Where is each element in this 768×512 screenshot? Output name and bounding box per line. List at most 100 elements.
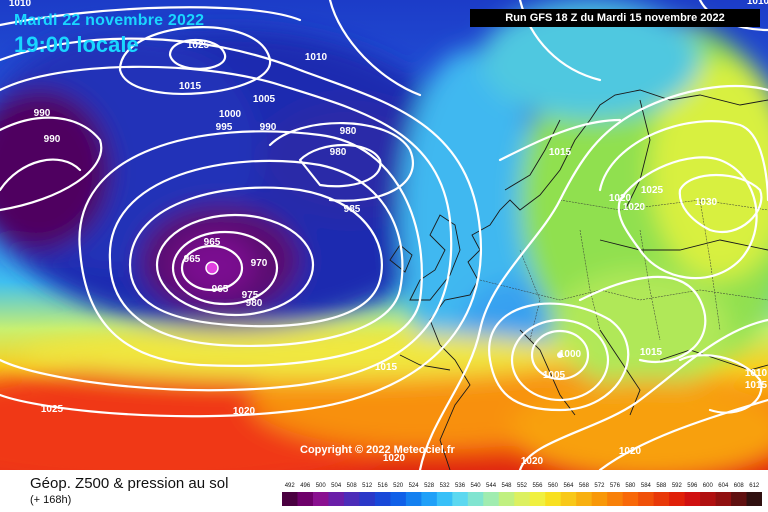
legend-swatch [529, 492, 546, 506]
legend-value: 556 [532, 483, 543, 489]
geopotential-field [0, 0, 768, 470]
isobar-label: 990 [44, 134, 61, 145]
isobar-label: 1030 [695, 197, 718, 208]
low-centre-marker [205, 261, 219, 275]
legend-swatch [452, 492, 469, 506]
legend-swatch [467, 492, 484, 506]
legend-swatch [297, 492, 314, 506]
isobar-label: 1015 [549, 147, 572, 158]
legend-swatch [514, 492, 531, 506]
legend-value: 596 [687, 483, 698, 489]
legend-value: 508 [347, 483, 358, 489]
isobar-label: 1020 [623, 202, 646, 213]
isobar-label: 975 [242, 290, 259, 301]
isobar-label: 1010 [9, 0, 32, 9]
legend-value: 512 [362, 483, 373, 489]
isobar-label: 1010 [747, 0, 768, 7]
forecast-time: 19:00 locale [14, 32, 139, 57]
legend-value: 528 [424, 483, 435, 489]
low-centre-marker [557, 352, 563, 358]
coastlines [389, 89, 768, 470]
isobar-label: 990 [34, 108, 51, 119]
isobar-label: 1020 [233, 406, 256, 417]
legend-swatch [390, 492, 407, 506]
isobar-label: 1000 [219, 109, 242, 120]
legend-value: 588 [656, 483, 667, 489]
isobar-label: 965 [184, 254, 201, 265]
color-legend: 492 496 500 504 508 512 516 520 524 528 532 536 540 5… [282, 483, 762, 506]
legend-value: 500 [316, 483, 327, 489]
legend-value: 516 [378, 483, 389, 489]
legend-value: 544 [486, 483, 497, 489]
legend-swatch [405, 492, 422, 506]
legend-swatch [653, 492, 670, 506]
isobar-label: 970 [251, 258, 268, 269]
legend-swatch [560, 492, 577, 506]
legend-value: 580 [625, 483, 636, 489]
legend-swatch [684, 492, 701, 506]
legend-swatch [498, 492, 515, 506]
forecast-date: Mardi 22 novembre 2022 [14, 12, 205, 29]
isobar-label: 1000 [559, 349, 582, 360]
legend-swatch [282, 492, 298, 506]
legend-value: 608 [734, 483, 745, 489]
isobar-label: 1005 [253, 94, 276, 105]
legend-swatch [374, 492, 391, 506]
legend-swatch [436, 492, 453, 506]
legend-swatch [700, 492, 716, 506]
isobar-label: 980 [330, 147, 347, 158]
isobar-label: 1020 [521, 456, 544, 467]
legend-swatch [715, 492, 732, 506]
legend-value: 548 [502, 483, 513, 489]
legend-value: 568 [579, 483, 590, 489]
isobar-label: 990 [260, 122, 277, 133]
legend-swatch [343, 492, 360, 506]
legend-swatch [591, 492, 608, 506]
isobar-label: 1020 [619, 446, 642, 457]
legend-swatch [622, 492, 639, 506]
legend-value: 560 [548, 483, 559, 489]
legend-value: 492 [285, 483, 296, 489]
isobar-label: 1015 [375, 362, 398, 373]
legend-value: 536 [455, 483, 466, 489]
legend-value: 576 [610, 483, 621, 489]
isobar-label: 1025 [641, 185, 664, 196]
legend-value: 592 [672, 483, 683, 489]
isobars [0, 0, 768, 470]
isobar-label: 1020 [609, 193, 632, 204]
legend-value: 572 [594, 483, 605, 489]
low-centres [205, 261, 563, 358]
isobar-label: 1015 [179, 81, 202, 92]
legend-swatch [312, 492, 329, 506]
isobar-label: 1010 [745, 368, 768, 379]
legend-value: 532 [440, 483, 451, 489]
legend-value: 564 [563, 483, 574, 489]
legend-value: 604 [718, 483, 729, 489]
isobar-label: 1025 [187, 40, 210, 51]
legend-value: 520 [393, 483, 404, 489]
isobar-label: 980 [246, 298, 263, 309]
copyright: Copyright © 2022 Meteociel.fr [300, 444, 455, 456]
legend-swatch [607, 492, 624, 506]
legend-swatch [328, 492, 345, 506]
isobar-label: 1005 [543, 370, 566, 381]
isobar-label: 965 [212, 284, 229, 295]
isobar-label: 1015 [640, 347, 663, 358]
legend-value: 524 [409, 483, 420, 489]
forecast-range: (+ 168h) [30, 494, 72, 506]
map-title: Géop. Z500 & pression au sol [30, 475, 229, 492]
isobar-label: 1020 [383, 453, 406, 464]
isobar-label: 995 [216, 122, 233, 133]
isobar-label: 985 [344, 204, 361, 215]
legend-value: 552 [517, 483, 528, 489]
isobar-label: 1015 [745, 380, 768, 391]
run-info: Run GFS 18 Z du Mardi 15 novembre 2022 [470, 9, 760, 27]
legend-swatch [421, 492, 438, 506]
isobar-label: 1025 [41, 404, 64, 415]
legend-value: 496 [300, 483, 311, 489]
legend-swatch [746, 492, 762, 506]
legend-swatch [731, 492, 747, 506]
